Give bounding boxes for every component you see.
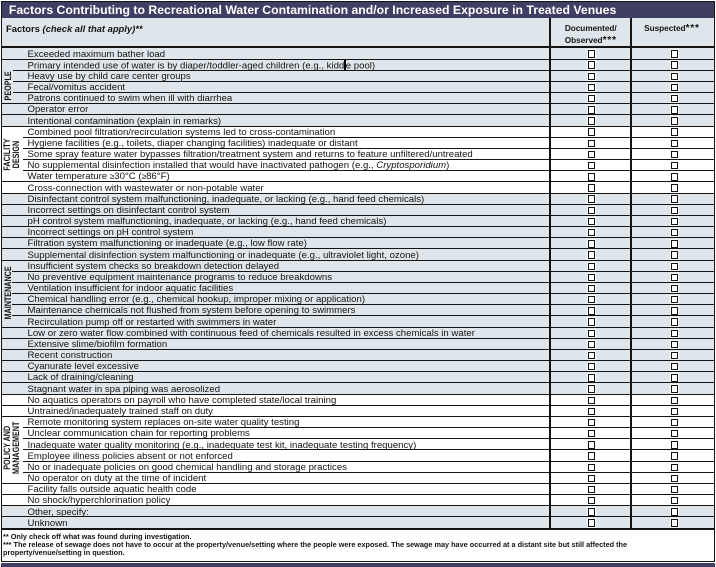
svg-text:FACILITY: FACILITY — [1, 138, 12, 170]
svg-text:POLICY AND: POLICY AND — [1, 426, 12, 470]
svg-text:PEOPLE: PEOPLE — [2, 71, 13, 100]
svg-text:MAINTENANCE: MAINTENANCE — [2, 266, 13, 319]
svg-text:DESIGN: DESIGN — [10, 141, 21, 169]
svg-text:MANAGEMENT: MANAGEMENT — [10, 421, 21, 474]
